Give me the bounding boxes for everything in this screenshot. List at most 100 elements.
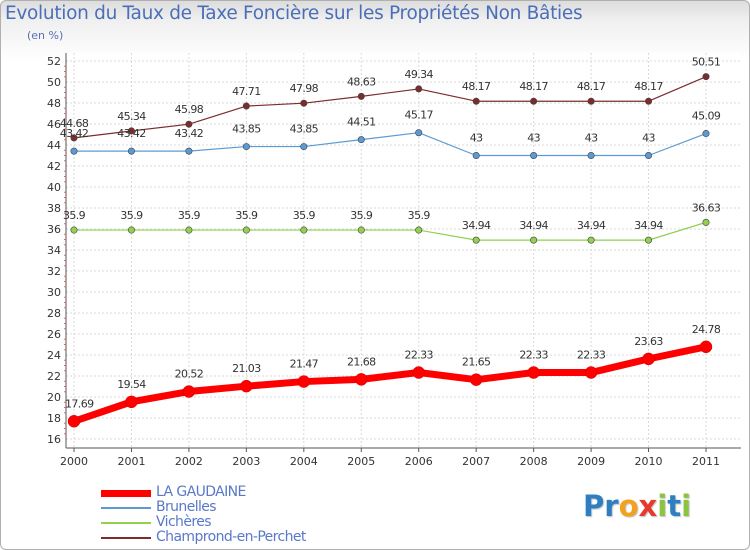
data-label-vich-res: 35.9 — [408, 209, 431, 222]
data-label-la-gaudaine: 21.47 — [290, 358, 319, 371]
data-point-brunelles — [185, 147, 193, 155]
data-point-vich-res — [587, 236, 595, 244]
data-label-la-gaudaine: 22.33 — [577, 349, 606, 362]
data-label-vich-res: 35.9 — [293, 209, 316, 222]
data-label-champrond-en-perchet: 48.63 — [347, 75, 376, 88]
data-label-vich-res: 34.94 — [577, 219, 606, 232]
y-tick-label: 20 — [47, 391, 61, 404]
data-label-brunelles: 43 — [642, 132, 655, 145]
data-label-layer: 35.9 35.9 35.9 35.9 35.9 35.9 35.9 34.94 34.94 34… — [60, 56, 722, 411]
data-label-champrond-en-perchet: 48.17 — [519, 80, 548, 93]
data-point-la-gaudaine — [125, 395, 138, 409]
y-tick-label: 18 — [47, 412, 61, 425]
y-tick-label: 26 — [47, 328, 61, 341]
data-point-la-gaudaine — [469, 373, 483, 386]
data-label-brunelles: 43 — [585, 132, 598, 145]
data-point-la-gaudaine — [182, 385, 196, 398]
data-point-champrond-en-perchet — [415, 85, 423, 93]
data-point-la-gaudaine — [642, 352, 655, 366]
data-point-brunelles — [530, 152, 538, 160]
data-label-champrond-en-perchet: 49.34 — [404, 68, 433, 81]
data-label-vich-res: 34.94 — [462, 219, 491, 232]
data-label-brunelles: 43.85 — [232, 123, 261, 136]
y-tick-label: 24 — [47, 349, 61, 362]
data-point-champrond-en-perchet — [472, 97, 480, 105]
y-tick-label: 22 — [47, 370, 61, 383]
data-label-brunelles: 43 — [527, 132, 540, 145]
legend-label: Vichères — [156, 514, 212, 530]
logo-letter: i — [657, 489, 668, 523]
y-tick-label: 48 — [47, 97, 61, 110]
data-label-vich-res: 35.9 — [120, 209, 143, 222]
data-label-brunelles: 45.17 — [404, 109, 433, 122]
data-label-vich-res: 35.9 — [178, 209, 201, 222]
data-label-la-gaudaine: 24.78 — [692, 323, 721, 336]
data-point-champrond-en-perchet — [127, 127, 135, 135]
data-label-la-gaudaine: 21.03 — [232, 362, 261, 375]
legend-label: Brunelles — [156, 499, 217, 515]
data-label-la-gaudaine: 21.68 — [347, 355, 376, 368]
data-point-vich-res — [357, 226, 365, 234]
data-label-brunelles: 44.51 — [347, 116, 376, 129]
proxiti-logo: Proxiti — [583, 489, 691, 523]
data-point-la-gaudaine — [527, 366, 540, 379]
data-point-vich-res — [530, 236, 538, 244]
data-label-la-gaudaine: 22.33 — [404, 349, 433, 362]
data-label-champrond-en-perchet: 45.98 — [175, 103, 204, 116]
data-point-brunelles — [127, 147, 135, 155]
logo-letter: o — [618, 489, 639, 523]
chart-title: Evolution du Taux de Taxe Foncière sur l… — [5, 3, 583, 24]
legend-item: Champrond-en-Perchet — [101, 529, 361, 545]
y-axis-unit-label: (en %) — [27, 29, 64, 42]
y-tick-label: 16 — [47, 433, 61, 446]
y-tick-label: 40 — [47, 181, 61, 194]
y-tick-label: 32 — [47, 265, 61, 278]
y-tick-label: 42 — [47, 160, 61, 173]
legend-swatch — [101, 489, 151, 497]
data-point-brunelles — [300, 143, 308, 151]
data-point-brunelles — [70, 147, 78, 155]
legend-label: Champrond-en-Perchet — [156, 529, 306, 545]
data-label-vich-res: 34.94 — [519, 219, 548, 232]
data-point-la-gaudaine — [240, 379, 253, 393]
data-point-champrond-en-perchet — [242, 102, 250, 110]
x-tick-label: 2002 — [175, 455, 203, 468]
series-line-la-gaudaine — [70, 343, 710, 425]
x-tick-label: 2007 — [462, 455, 490, 468]
data-label-la-gaudaine: 19.54 — [117, 378, 146, 391]
data-point-brunelles — [242, 143, 250, 151]
data-point-vich-res — [702, 218, 710, 226]
x-tick-label: 2011 — [692, 455, 720, 468]
legend-label: LA GAUDAINE — [156, 484, 246, 500]
series-layer — [67, 73, 713, 428]
data-label-brunelles: 43.42 — [60, 127, 89, 140]
x-tick-label: 2010 — [635, 455, 663, 468]
legend-swatch — [101, 522, 151, 524]
data-label-brunelles: 43.42 — [175, 127, 204, 140]
data-label-vich-res: 34.94 — [634, 219, 663, 232]
data-point-vich-res — [127, 226, 135, 234]
data-point-brunelles — [645, 152, 653, 160]
data-point-champrond-en-perchet — [587, 97, 595, 105]
data-point-champrond-en-perchet — [357, 92, 365, 100]
data-label-la-gaudaine: 17.69 — [65, 397, 94, 410]
y-tick-label: 38 — [47, 202, 61, 215]
y-tick-label: 34 — [47, 244, 61, 257]
data-label-la-gaudaine: 23.63 — [634, 335, 663, 348]
logo-letter: t — [667, 489, 682, 523]
x-tick-label: 2004 — [290, 455, 318, 468]
y-tick-label: 28 — [47, 307, 61, 320]
data-point-la-gaudaine — [412, 366, 425, 379]
data-label-la-gaudaine: 22.33 — [519, 349, 548, 362]
logo-letter: r — [604, 489, 619, 523]
x-tick-label: 2009 — [577, 455, 605, 468]
data-label-vich-res: 36.63 — [692, 201, 721, 214]
x-tick-label: 2003 — [232, 455, 260, 468]
series-line-brunelles — [73, 132, 707, 157]
data-point-vich-res — [70, 226, 78, 234]
legend-swatch — [101, 507, 151, 509]
data-label-la-gaudaine: 20.52 — [175, 368, 204, 381]
data-point-brunelles — [472, 152, 480, 160]
y-tick-label: 46 — [47, 118, 61, 131]
